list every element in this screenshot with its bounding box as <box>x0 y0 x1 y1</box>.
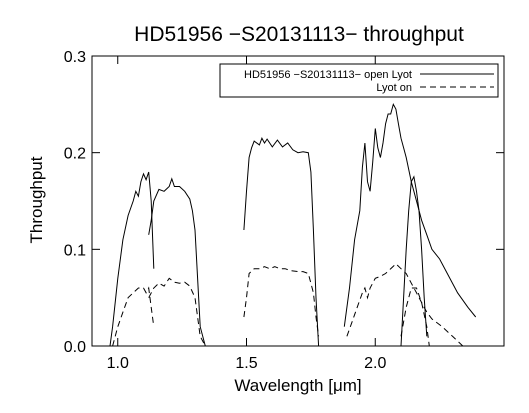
axis-ticks: 1.0 1.5 2.0 0.0 0.1 0.2 0.3 <box>64 49 504 372</box>
open-lyot-series-line-4 <box>400 175 428 347</box>
x-tick-label: 1.0 <box>107 355 129 372</box>
plot-area <box>109 102 477 347</box>
open-lyot-series-line-0 <box>109 171 155 347</box>
x-axis-label: Wavelength [μm] <box>234 376 361 395</box>
chart-title: HD51956 −S20131113− throughput <box>134 23 464 46</box>
open-lyot-series-line-2 <box>243 136 320 347</box>
x-tick-label: 1.5 <box>235 355 257 372</box>
open-lyot-series-line-1 <box>148 177 206 347</box>
y-tick-label: 0.0 <box>64 339 86 356</box>
y-tick-label: 0.1 <box>64 242 86 259</box>
x-tick-label: 2.0 <box>364 355 386 372</box>
y-tick-label: 0.2 <box>64 146 86 163</box>
plot-frame <box>91 55 505 347</box>
open-lyot-series-line-3 <box>343 102 477 327</box>
legend-label-open-lyot: HD51956 −S20131113− open Lyot <box>244 69 412 81</box>
lyot-on-series-line-3 <box>346 263 464 347</box>
legend: HD51956 −S20131113− open Lyot Lyot on <box>219 63 499 98</box>
lyot-on-series-line-4 <box>400 287 430 347</box>
y-axis-label: Throughput <box>27 156 46 243</box>
lyot-on-series-line-2 <box>243 266 320 337</box>
legend-label-lyot-on: Lyot on <box>376 82 412 94</box>
lyot-on-series-line-1 <box>148 277 206 347</box>
lyot-on-series-line-0 <box>112 286 155 347</box>
y-tick-label: 0.3 <box>64 49 86 66</box>
legend-box <box>219 63 499 98</box>
